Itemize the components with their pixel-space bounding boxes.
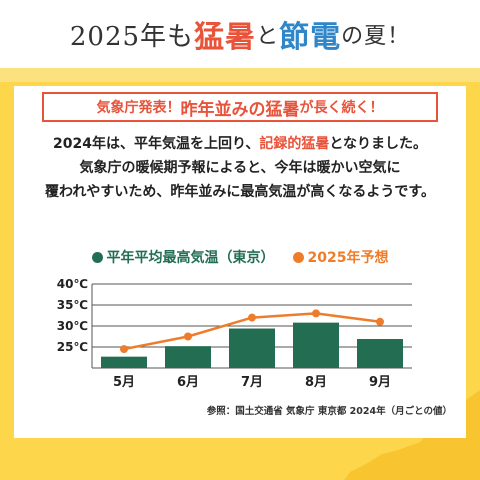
paragraph-line1c: となりました。 — [329, 136, 427, 152]
paragraph-line1a: 2024年は、平年気温を上回り、 — [53, 136, 260, 152]
x-tick-label: 7月 — [241, 375, 263, 390]
headline-suffix: の夏！ — [341, 24, 411, 49]
y-tick-label: 40℃ — [57, 277, 88, 291]
forecast-point — [184, 332, 192, 341]
forecast-point — [120, 345, 128, 354]
x-tick-label: 8月 — [305, 375, 327, 390]
legend-label-average: 平年平均最高気温（東京） — [106, 250, 275, 266]
headline: 2025年も 猛暑 と 節電 の夏！ — [0, 0, 480, 68]
bar — [165, 346, 211, 368]
forecast-point — [376, 317, 384, 326]
background-stripe — [0, 68, 480, 82]
temperature-chart: 25℃ 30℃ 35℃ 40℃ 5月 6月 7月 8月 9月 — [57, 277, 412, 390]
footnote: 参照：国土交通省 気象庁 東京都 2024年（月ごとの値） — [206, 406, 452, 417]
content-card — [14, 86, 466, 438]
body-paragraph: 2024年は、平年気温を上回り、記録的猛暑となりました。 気象庁の暖候期予報によ… — [0, 132, 480, 204]
bar — [293, 322, 339, 368]
headline-mid: と — [256, 24, 280, 49]
notice-part2: 昨年並みの猛暑 — [180, 99, 300, 120]
y-tick-label: 25℃ — [57, 340, 88, 354]
paragraph-line3: 覆われやすいため、昨年並みに最高気温が高くなるようです。 — [45, 184, 435, 200]
forecast-point — [312, 309, 320, 318]
legend-item-forecast: 2025年予想 — [292, 246, 389, 268]
legend-item-average: 平年平均最高気温（東京） — [91, 246, 275, 268]
legend-dot-average — [91, 251, 103, 263]
notice-banner: 気象庁発表！ 昨年並みの猛暑 が長く続く！ — [42, 92, 438, 122]
legend-label-forecast: 2025年予想 — [307, 250, 389, 266]
y-tick-label: 30℃ — [57, 319, 88, 333]
y-tick-label: 35℃ — [57, 298, 88, 312]
paragraph-line1b: 記録的猛暑 — [259, 136, 330, 152]
paragraph-line2: 気象庁の暖候期予報によると、今年は暖かい空気に — [79, 160, 401, 176]
headline-save: 節電 — [279, 20, 342, 55]
headline-prefix: 2025年も — [69, 21, 195, 52]
x-tick-label: 9月 — [369, 375, 391, 390]
headline-hot: 猛暑 — [194, 20, 257, 55]
japan-map-silhouette — [344, 390, 480, 480]
chart-legend: 平年平均最高気温（東京） 2025年予想 — [0, 246, 480, 268]
x-tick-label: 5月 — [113, 375, 135, 390]
bar — [229, 328, 275, 368]
bar — [357, 339, 403, 368]
x-tick-label: 6月 — [177, 375, 199, 390]
legend-dot-forecast — [292, 251, 304, 263]
notice-part1: 気象庁発表！ — [96, 100, 181, 116]
paragraph-line1: 2024年は、平年気温を上回り、記録的猛暑となりました。 — [0, 132, 480, 156]
forecast-point — [248, 313, 256, 322]
bar — [101, 356, 147, 368]
notice-part3: が長く続く！ — [299, 100, 384, 116]
